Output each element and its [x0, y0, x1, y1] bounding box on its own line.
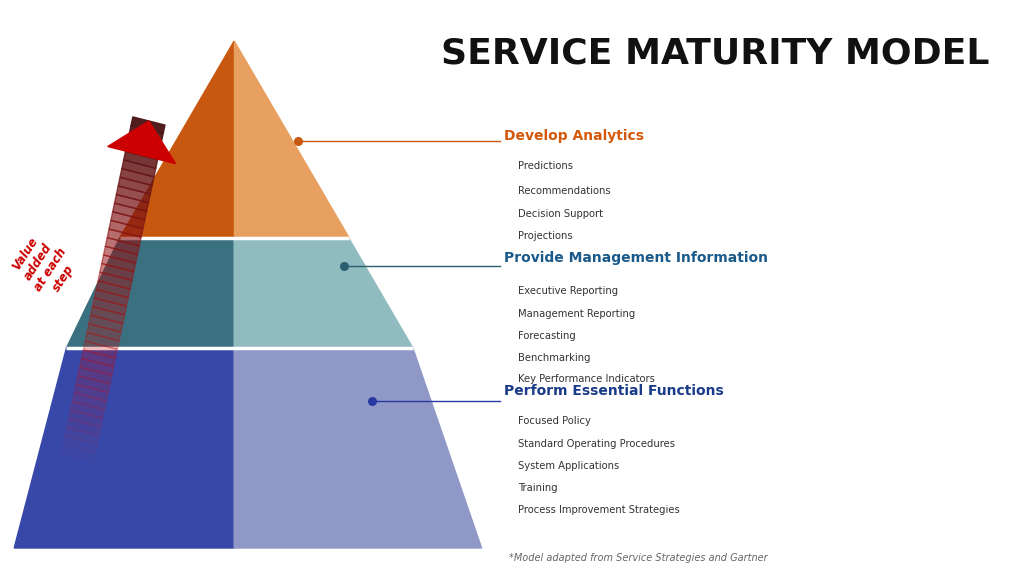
Text: Recommendations: Recommendations [518, 186, 611, 196]
Text: Perform Essential Functions: Perform Essential Functions [505, 384, 724, 398]
Text: Key Performance Indicators: Key Performance Indicators [518, 374, 655, 384]
Polygon shape [76, 376, 110, 392]
Text: Training: Training [518, 483, 558, 493]
Polygon shape [126, 143, 160, 160]
Polygon shape [124, 151, 158, 168]
Polygon shape [127, 134, 162, 151]
Polygon shape [117, 186, 151, 203]
Text: System Applications: System Applications [518, 461, 620, 471]
Text: Executive Reporting: Executive Reporting [518, 286, 618, 296]
Polygon shape [118, 177, 153, 194]
Polygon shape [234, 41, 349, 238]
Polygon shape [129, 126, 163, 142]
Polygon shape [94, 289, 128, 306]
Polygon shape [71, 401, 104, 418]
Polygon shape [67, 238, 234, 348]
Polygon shape [113, 203, 146, 220]
Polygon shape [67, 419, 100, 435]
Polygon shape [108, 121, 175, 164]
Polygon shape [109, 221, 143, 237]
Polygon shape [83, 341, 118, 358]
Text: Projections: Projections [518, 231, 572, 241]
Text: Provide Management Information: Provide Management Information [505, 251, 768, 265]
Polygon shape [78, 367, 112, 384]
Text: Focused Policy: Focused Policy [518, 416, 591, 426]
Polygon shape [99, 264, 134, 281]
Text: Standard Operating Procedures: Standard Operating Procedures [518, 439, 675, 449]
Text: Benchmarking: Benchmarking [518, 353, 591, 363]
Polygon shape [105, 238, 139, 255]
Polygon shape [98, 272, 132, 289]
Polygon shape [120, 41, 234, 238]
Polygon shape [96, 281, 130, 298]
Polygon shape [91, 306, 125, 324]
Text: Decision Support: Decision Support [518, 209, 603, 219]
Text: Management Reporting: Management Reporting [518, 309, 636, 319]
Polygon shape [120, 169, 154, 185]
Polygon shape [74, 384, 109, 401]
Polygon shape [65, 427, 99, 444]
Text: Forecasting: Forecasting [518, 331, 575, 341]
Polygon shape [14, 348, 234, 548]
Polygon shape [89, 315, 123, 332]
Text: SERVICE MATURITY MODEL: SERVICE MATURITY MODEL [441, 36, 989, 70]
Polygon shape [73, 393, 106, 410]
Polygon shape [92, 298, 127, 315]
Polygon shape [108, 229, 141, 246]
Text: Predictions: Predictions [518, 161, 573, 171]
Polygon shape [234, 348, 481, 548]
Polygon shape [111, 212, 144, 229]
Text: Process Improvement Strategies: Process Improvement Strategies [518, 505, 680, 515]
Polygon shape [234, 238, 413, 348]
Polygon shape [82, 350, 116, 366]
Text: Develop Analytics: Develop Analytics [505, 129, 644, 143]
Polygon shape [122, 160, 156, 177]
Polygon shape [69, 410, 102, 427]
Text: Value
added
at each
step: Value added at each step [7, 230, 82, 302]
Polygon shape [80, 358, 114, 375]
Polygon shape [85, 332, 119, 349]
Polygon shape [87, 324, 121, 340]
Polygon shape [101, 255, 135, 272]
Polygon shape [115, 195, 148, 211]
Polygon shape [103, 247, 137, 263]
Text: *Model adapted from Service Strategies and Gartner: *Model adapted from Service Strategies a… [509, 553, 768, 563]
Polygon shape [131, 117, 165, 134]
